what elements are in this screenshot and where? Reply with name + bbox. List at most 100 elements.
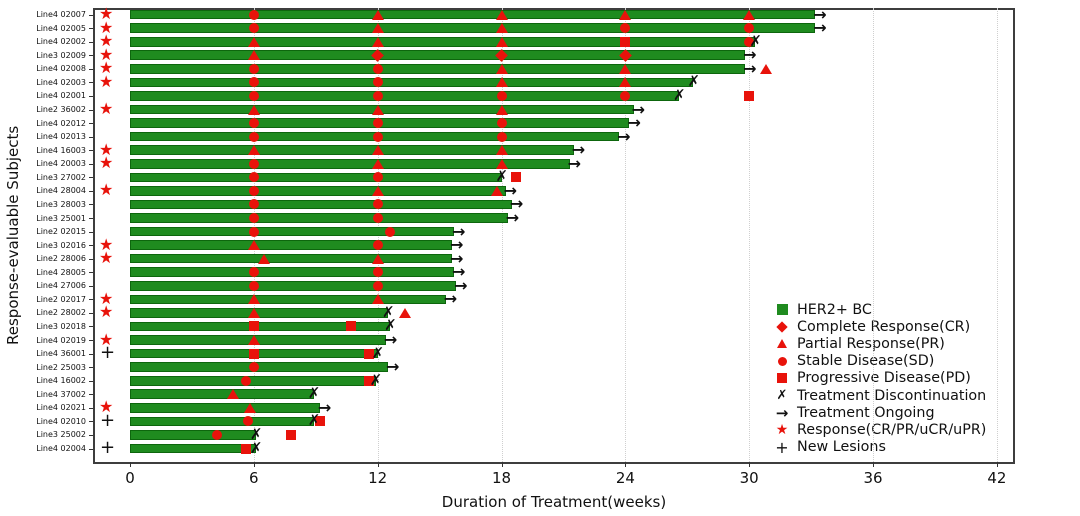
subject-label: Line3 28003 [36,199,86,209]
y-axis-tick [89,95,93,97]
sd-circle-marker [248,118,259,129]
pr-triangle-marker [258,253,271,264]
pd-square-marker [248,348,259,359]
treatment-discontinuation-x-icon: ✗ [369,370,383,389]
treatment-discontinuation-x-icon: ✗ [495,167,509,186]
pr-triangle-marker [495,63,508,74]
x-axis-tick [377,462,379,467]
pr-triangle-marker [371,104,384,115]
subject-label: Line4 36001 [36,349,86,359]
treatment-discontinuation-x-icon: ✗ [749,31,762,50]
subject-label: Line3 25001 [36,213,86,223]
x-tick-label: 0 [125,469,135,487]
y-axis-tick [89,245,93,247]
y-axis-tick [89,177,93,179]
pd-square-marker [364,375,375,386]
new-lesions-plus-icon: + [100,342,116,364]
pr-triangle-marker [247,104,260,115]
treatment-duration-bar [130,294,446,305]
pr-triangle-marker [495,9,508,20]
legend-item-plus: + New Lesions [774,438,986,457]
y-axis-tick [89,272,93,274]
treatment-duration-bar [130,226,455,237]
pr-triangle-marker [371,145,384,156]
treatment-duration-bar [130,375,376,386]
sd-circle-marker [248,23,259,34]
subject-label: Line4 02001 [36,91,86,101]
sd-circle-marker [248,199,259,210]
x-axis-title: Duration of Treatment(weeks) [441,493,667,511]
y-axis-tick [89,82,93,84]
response-star-icon: ★ [99,4,114,24]
sd-circle-marker [248,77,259,88]
legend-label: New Lesions [797,439,886,456]
sd-circle-marker [372,267,383,278]
plot-area [93,8,1015,464]
y-axis-tick [89,218,93,219]
y-axis-tick [89,380,93,382]
pd-square-marker [364,348,375,359]
response-star-icon: ★ [99,329,114,349]
legend-label: Treatment Discontinuation [797,387,987,404]
sd-circle-marker [248,213,259,223]
pr-triangle-marker [371,36,384,47]
treatment-ongoing-arrow-icon: → [454,275,468,295]
pr-triangle-marker [247,294,260,305]
x-axis-tick [873,462,875,467]
pr-triangle-marker [371,253,384,264]
subject-label: Line3 25002 [36,430,86,440]
pd-square-marker [240,443,251,454]
response-star-icon: ★ [99,71,114,91]
y-axis-tick [89,68,93,70]
response-star-icon: ★ [99,58,114,78]
sd-circle-marker [248,362,259,373]
legend-label: Response(CR/PR/uCR/uPR) [797,421,987,438]
treatment-ongoing-arrow-icon: → [617,126,631,146]
pd-square-marker [510,172,521,183]
subject-label: Line4 37002 [36,389,86,399]
treatment-duration-bar [130,213,508,223]
y-axis-tick [89,41,93,43]
legend-label: Partial Response(PR) [797,335,945,352]
y-axis-tick [89,190,93,192]
star-legend-icon: ★ [775,421,789,438]
pr-triangle-marker [247,145,260,156]
sd-circle-marker [248,280,259,291]
treatment-duration-bar [130,50,746,61]
response-star-icon: ★ [99,17,114,37]
legend-item-bar: HER2+ BC [774,301,986,318]
gridline [501,8,503,462]
pd-square-marker [248,321,259,332]
subject-label: Line4 20003 [36,159,86,169]
subject-label: Line4 02021 [36,403,86,413]
treatment-duration-bar [130,91,680,101]
subject-label: Line2 02015 [36,227,86,237]
sd-circle-marker [248,267,259,278]
response-star-icon: ★ [99,99,114,119]
bar-legend-icon [774,302,790,317]
subject-label: Line4 02013 [36,132,86,142]
treatment-ongoing-arrow-icon: → [813,18,827,38]
treatment-ongoing-arrow-icon: → [743,45,757,65]
subject-label: Line4 02010 [36,416,86,426]
response-star-icon: ★ [99,139,114,159]
sd-circle-marker [211,429,222,440]
treatment-ongoing-arrow-icon: → [509,194,524,214]
treatment-ongoing-arrow-icon: → [443,289,458,309]
treatment-ongoing-arrow-icon: → [383,330,398,350]
treatment-duration-bar [130,430,256,440]
sd-circle-marker [248,63,259,74]
subject-label: Line3 27002 [36,172,86,182]
gridline [996,8,998,462]
new-lesions-plus-icon: + [100,437,116,459]
pr-triangle-marker [495,23,508,34]
legend-label: HER2+ BC [797,301,872,318]
pr-triangle-marker [247,307,260,318]
legend-item-square: Progressive Disease(PD) [774,370,986,387]
treatment-duration-bar [130,403,320,413]
pr-triangle-marker [371,185,384,196]
sd-circle-marker [496,90,507,101]
x-axis-tick [625,462,627,467]
pr-triangle-marker [495,36,508,47]
y-axis-tick [89,150,93,152]
